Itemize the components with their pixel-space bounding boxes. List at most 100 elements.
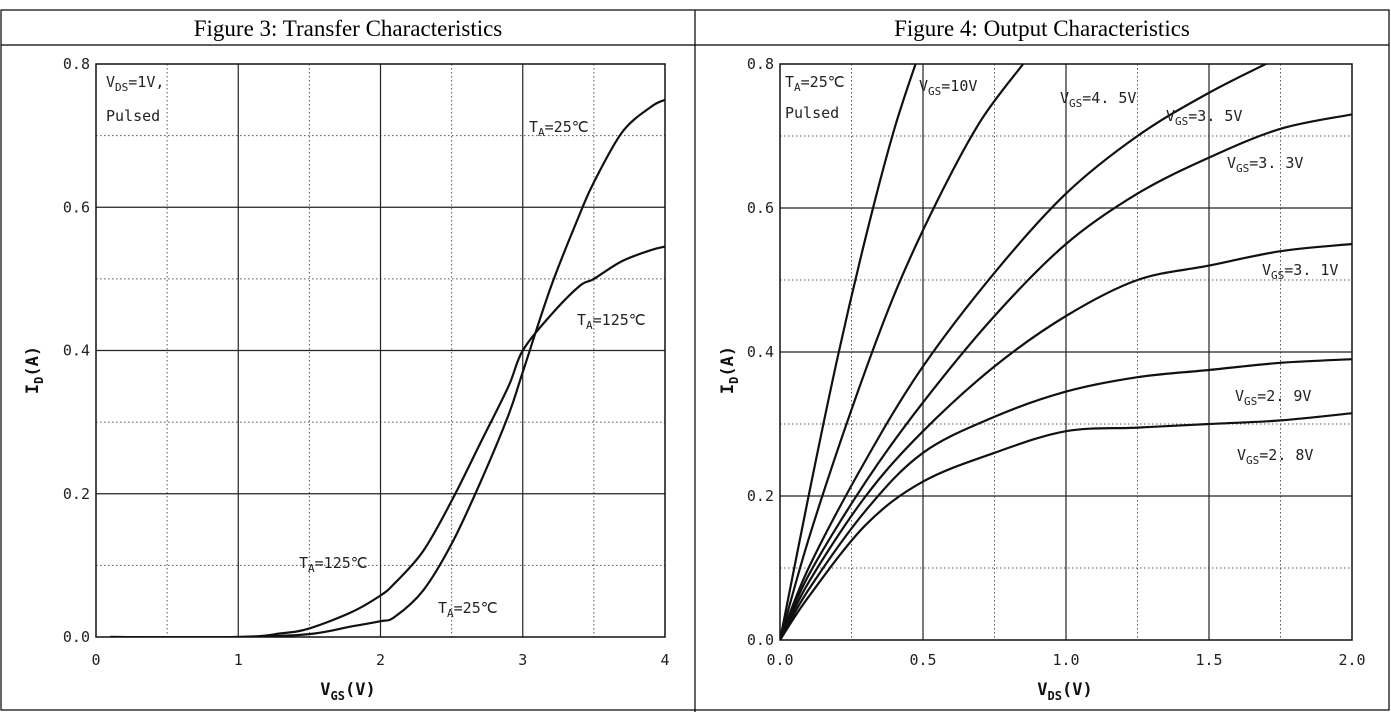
figure4-label-vgs35: VGS=3. 5V [1166,107,1242,128]
label-rest: =25℃ [545,118,589,136]
label-base: V [1037,680,1047,700]
x-tick-label: 0.0 [766,651,793,669]
label-base: V [1227,154,1236,172]
x-tick-label: 0 [91,651,100,669]
x-tick-label: 2 [376,651,385,669]
series-line [780,113,1352,640]
label-base: V [1262,261,1271,279]
label-subscript: GS [1175,115,1188,128]
series-line [780,64,917,640]
figure3-condition-vds: VDS=1V, [106,73,164,94]
x-tick-label: 0.5 [909,651,936,669]
y-tick-label: 0.2 [63,485,90,503]
figure4-condition-ta: TA=25℃ [785,73,845,94]
y-tick-label: 0.8 [747,55,774,73]
label-base: Pulsed [106,107,160,125]
label-subscript: GS [1069,97,1082,110]
x-tick-label: 1.0 [1052,651,1079,669]
figure4-header: Figure 4: Output Characteristics [894,16,1190,41]
table-frame [0,9,1390,712]
label-base: V [919,77,928,95]
label-subscript: GS [1246,454,1259,467]
label-rest: (V) [345,680,376,700]
y-tick-label: 0.6 [63,198,90,216]
label-base: T [299,554,308,572]
figure4-plot: 0.0 0.5 1.0 1.5 2.0 0.0 0.2 0.4 0.6 0.8 TA=25℃ P… [718,55,1366,703]
y-tick-label: 0.4 [747,343,774,361]
x-tick-label: 3 [518,651,527,669]
label-rest: =1V, [128,73,164,91]
figure4-x-axis-label: VDS(V) [1037,680,1092,703]
plot-frame [95,63,666,638]
figure4-y-axis-label: ID(A) [718,346,741,394]
label-rest: =3. 5V [1188,107,1242,125]
label-rest: =25℃ [454,599,498,617]
label-base: V [1237,446,1246,464]
label-rest: =125℃ [315,554,368,572]
x-tick-label: 1.5 [1195,651,1222,669]
figure4-condition-pulsed: Pulsed [785,104,839,122]
figure4-y-ticks: 0.0 0.2 0.4 0.6 0.8 [747,55,774,649]
figure4-grid [779,63,1353,641]
y-tick-label: 0.2 [747,487,774,505]
series-line [110,98,665,637]
figure4-label-vgs28: VGS=2. 8V [1237,446,1313,467]
label-base: V [106,73,115,91]
label-base: V [320,680,330,700]
label-rest: =3. 3V [1249,154,1303,172]
figure3-x-ticks: 0 1 2 3 4 [91,651,669,669]
label-subscript: GS [1271,269,1284,282]
label-base: T [529,118,538,136]
label-base: T [785,73,794,91]
label-base: V [1166,107,1175,125]
label-base: V [1060,89,1069,107]
figure4-label-vgs31: VGS=3. 1V [1262,261,1338,282]
label-base: I [23,384,43,394]
figure4-x-ticks: 0.0 0.5 1.0 1.5 2.0 [766,651,1365,669]
label-rest: =25℃ [801,73,845,91]
label-rest: (V) [1062,680,1093,700]
label-subscript: A [586,319,593,332]
y-tick-label: 0.8 [63,55,90,73]
figure3-y-axis-label: ID(A) [23,346,46,394]
label-subscript: A [308,562,315,575]
label-rest: (A) [23,346,43,377]
series-line [780,412,1352,640]
label-subscript: D [727,377,741,384]
label-base: I [718,384,738,394]
figure3-label-ta25-lower: TA=25℃ [438,599,498,620]
y-tick-label: 0.0 [747,631,774,649]
label-subscript: A [538,126,545,139]
label-base: Pulsed [785,104,839,122]
figure4-label-vgs10: VGS=10V [919,77,977,98]
figure3-header: Figure 3: Transfer Characteristics [194,16,503,41]
figure4-label-vgs33: VGS=3. 3V [1227,154,1303,175]
x-tick-label: 2.0 [1338,651,1365,669]
figure3-label-ta125-upper: TA=125℃ [577,311,646,332]
label-subscript: DS [115,81,128,94]
y-tick-label: 0.6 [747,199,774,217]
label-base: T [577,311,586,329]
figure4-label-vgs29: VGS=2. 9V [1235,387,1311,408]
figure3-curves [110,98,665,637]
label-base: V [1235,387,1244,405]
label-base: T [438,599,447,617]
y-tick-label: 0.4 [63,342,90,360]
figure3-label-ta125-lower: TA=125℃ [299,554,368,575]
label-rest: =125℃ [593,311,646,329]
label-rest: =10V [941,77,977,95]
label-rest: =2. 8V [1259,446,1313,464]
series-line [110,245,665,637]
label-subscript: GS [1244,395,1257,408]
label-subscript: GS [331,689,345,703]
figure3-x-axis-label: VGS(V) [320,680,375,703]
label-rest: =4. 5V [1082,89,1136,107]
x-tick-label: 4 [660,651,669,669]
plot-frame [779,63,1353,641]
label-rest: =2. 9V [1257,387,1311,405]
y-tick-label: 0.0 [63,628,90,646]
label-subscript: GS [1236,162,1249,175]
figure3-grid [95,63,666,638]
label-rest: (A) [718,346,738,377]
